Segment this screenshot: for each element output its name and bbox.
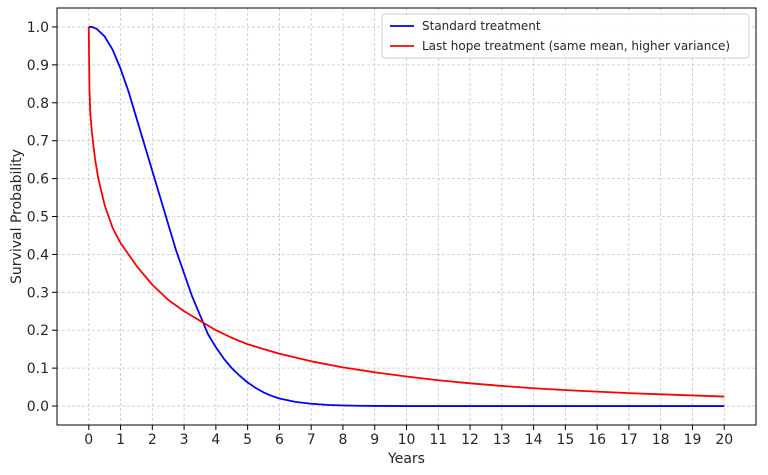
y-axis-label: Survival Probability [9, 149, 25, 284]
y-tick-label: 0.9 [27, 58, 49, 74]
x-tick-label: 16 [588, 432, 606, 448]
x-tick-label: 12 [461, 432, 479, 448]
y-tick-label: 0.4 [27, 247, 49, 263]
legend: Standard treatment Last hope treatment (s… [381, 13, 750, 59]
x-tick-label: 15 [556, 432, 574, 448]
x-tick-label: 0 [84, 432, 93, 448]
x-tick-label: 8 [338, 432, 347, 448]
y-tick-label: 0.7 [27, 134, 49, 150]
x-tick-label: 14 [525, 432, 543, 448]
legend-label: Standard treatment [422, 19, 541, 33]
y-tick-label: 0.8 [27, 96, 49, 112]
x-tick-label: 19 [684, 432, 702, 448]
y-tick-label: 0.5 [27, 210, 49, 226]
grid [57, 8, 756, 425]
x-tick-label: 20 [715, 432, 733, 448]
x-tick-label: 7 [307, 432, 316, 448]
x-axis-label: Years [387, 451, 425, 467]
legend-label: Last hope treatment (same mean, higher v… [422, 39, 730, 53]
y-tick-label: 0.2 [27, 323, 49, 339]
x-tick-label: 11 [429, 432, 447, 448]
x-tick-label: 18 [652, 432, 670, 448]
x-tick-label: 5 [243, 432, 252, 448]
series-layer [87, 26, 725, 407]
axis-ticks: 0 1 2 3 4 5 6 7 8 9 10 11 12 13 14 15 16 17 18 19 200.00.10.… [27, 20, 733, 448]
legend-box [381, 13, 750, 59]
x-tick-label: 3 [180, 432, 189, 448]
x-tick-label: 17 [620, 432, 638, 448]
series-line-last-hope-treatment [87, 26, 725, 398]
y-tick-label: 0.6 [27, 172, 49, 188]
x-tick-label: 9 [370, 432, 379, 448]
x-tick-label: 10 [398, 432, 416, 448]
x-tick-label: 13 [493, 432, 511, 448]
x-tick-label: 6 [275, 432, 284, 448]
x-tick-label: 1 [116, 432, 125, 448]
y-tick-label: 1.0 [27, 20, 49, 36]
y-tick-label: 0.0 [27, 399, 49, 415]
y-tick-label: 0.3 [27, 285, 49, 301]
x-tick-label: 4 [211, 432, 220, 448]
y-tick-label: 0.1 [27, 361, 49, 377]
x-tick-label: 2 [148, 432, 157, 448]
series-line-standard-treatment [88, 26, 725, 407]
